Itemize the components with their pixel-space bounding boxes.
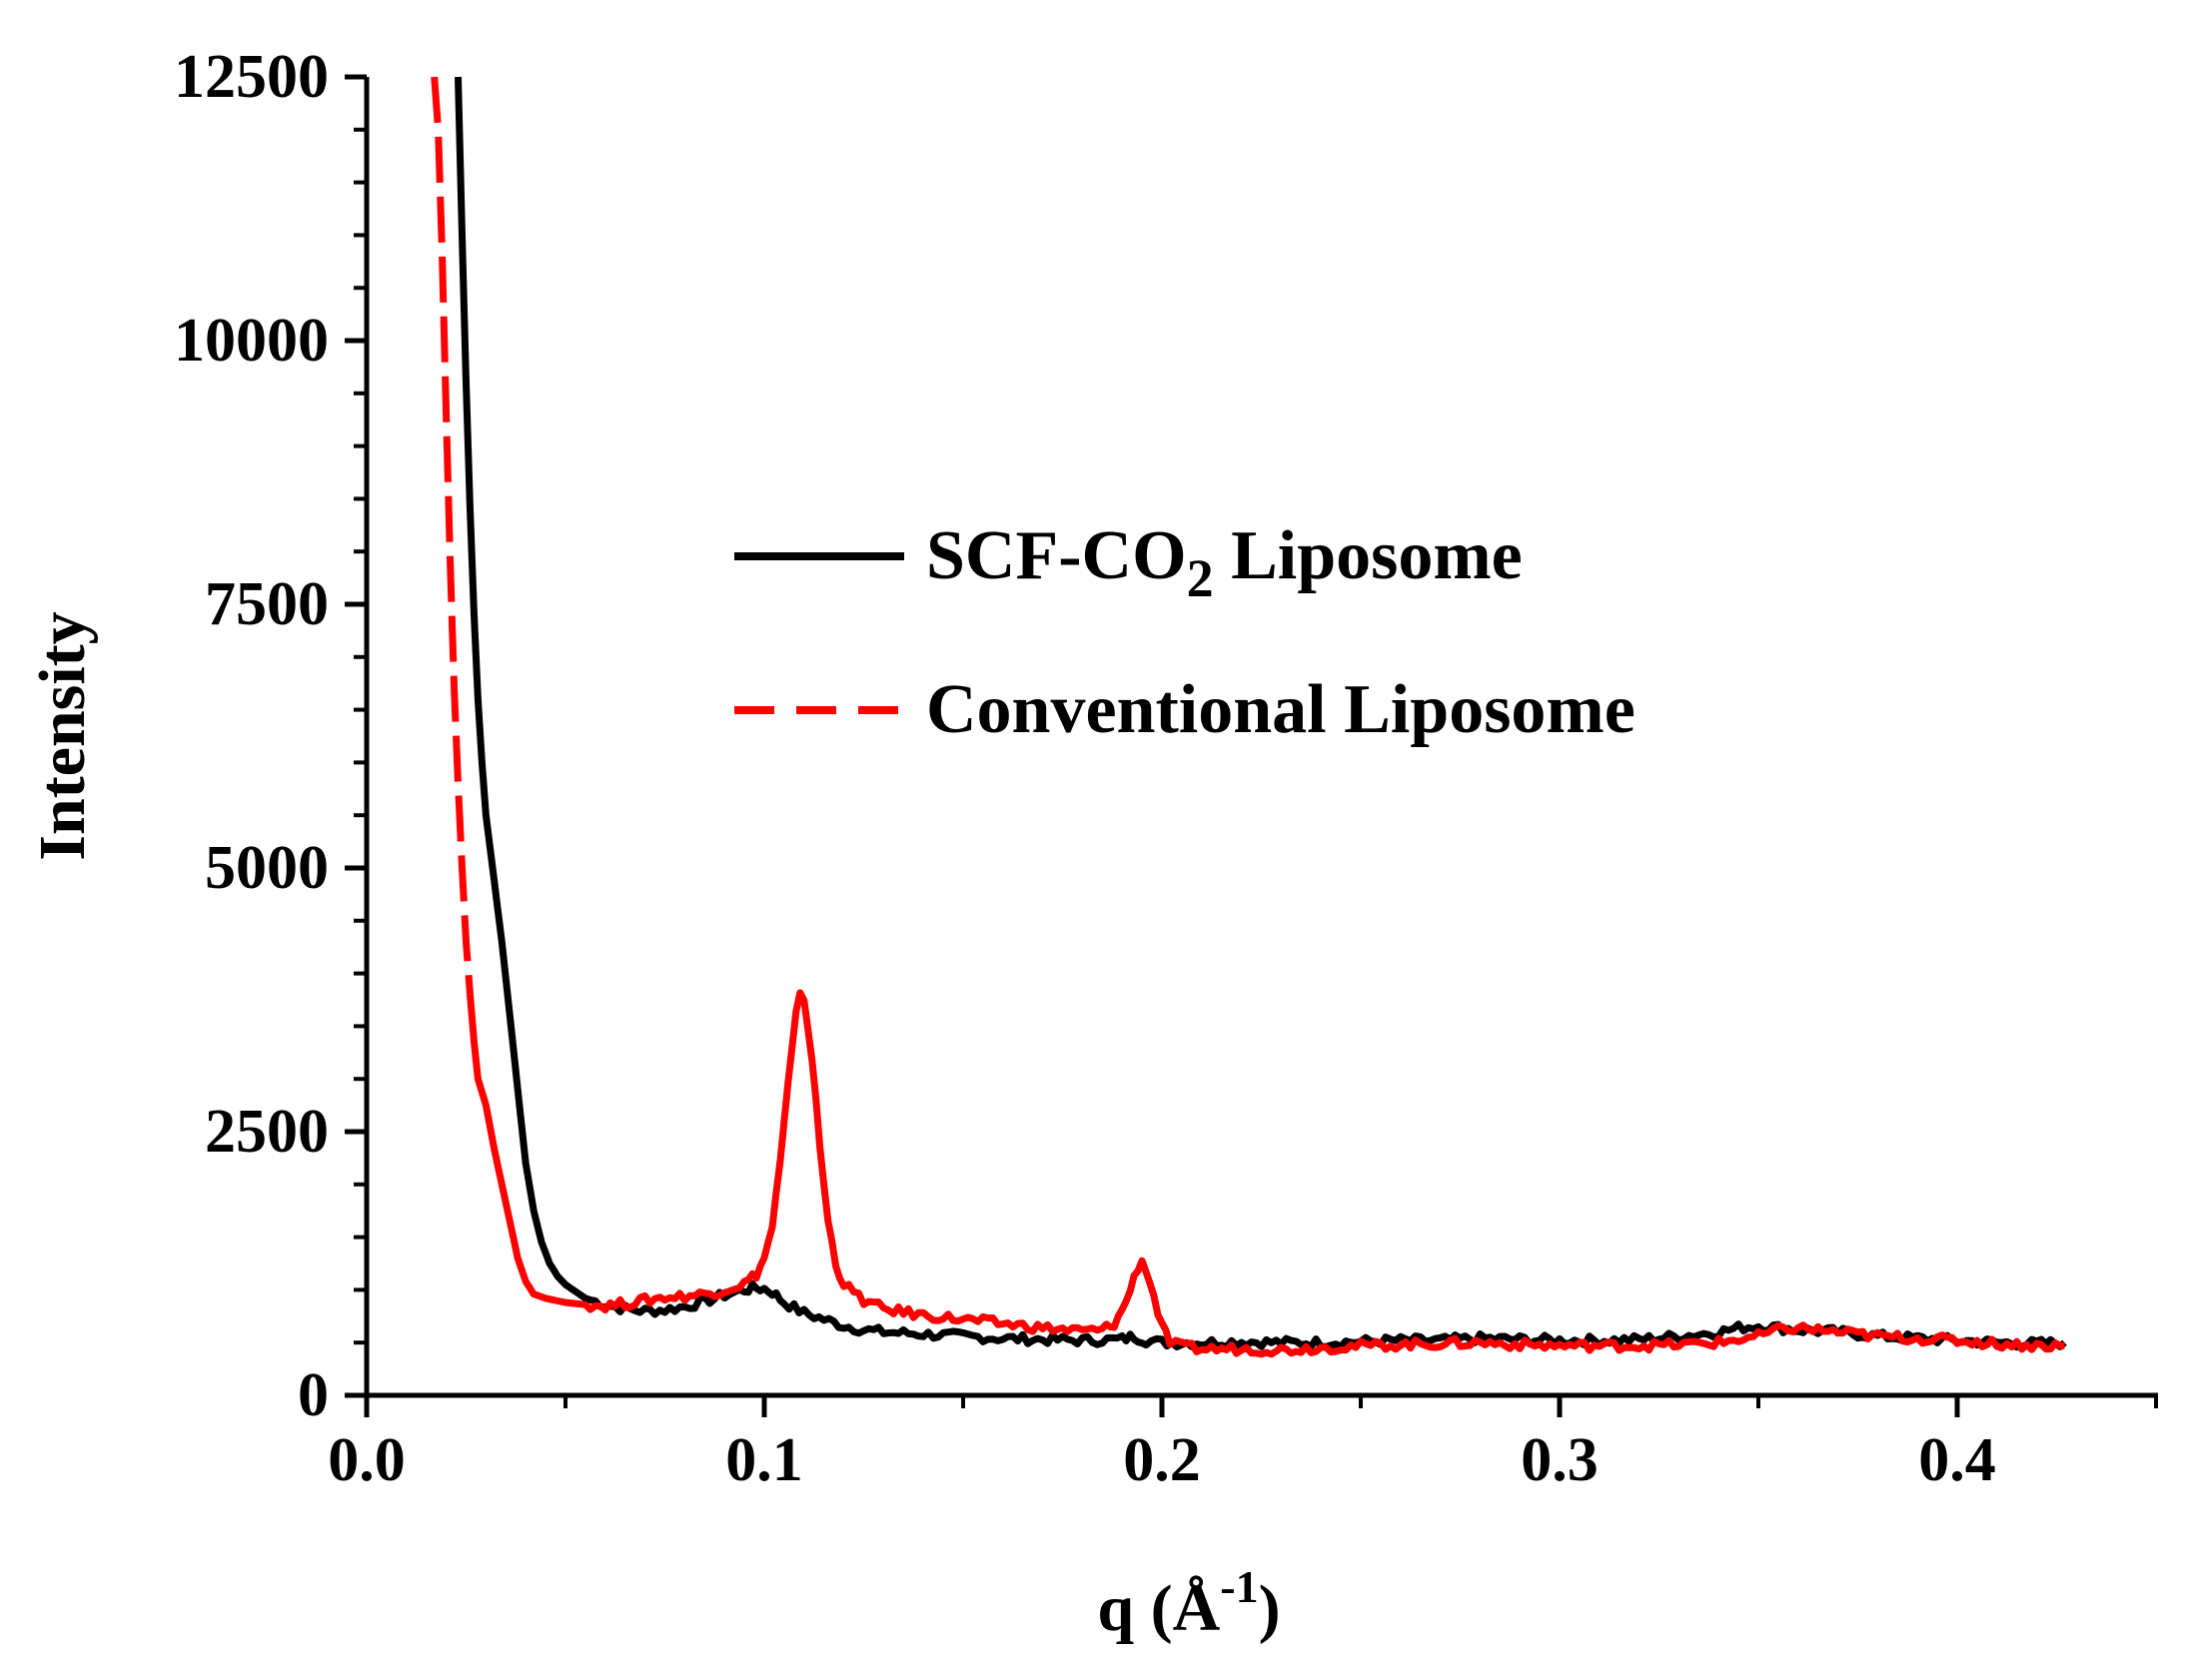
legend-label-scf-co2: SCF-CO2 Liposome <box>926 517 1523 608</box>
y-tick-label: 12500 <box>174 43 329 111</box>
y-tick-label: 2500 <box>205 1098 329 1166</box>
series-line-conventional <box>467 989 2065 1358</box>
y-axis-title: Intensity <box>26 611 99 860</box>
x-tick-label: 0.3 <box>1521 1426 1599 1494</box>
x-tick-label: 0.0 <box>328 1426 406 1494</box>
tick-group <box>345 74 2158 1417</box>
x-axis-title: q (Å-1) <box>1097 1561 1280 1645</box>
y-tick-label: 10000 <box>174 307 329 375</box>
y-tick-label: 5000 <box>205 834 329 902</box>
series-line-conventional-dashed <box>431 76 474 995</box>
tick-label-group: 0.0 0.1 0.2 0.3 0.4 0 2500 5000 7500 10000 12500 <box>174 43 1996 1494</box>
x-tick-label: 0.2 <box>1123 1426 1201 1494</box>
legend: SCF-CO2 Liposome Conventional Liposome <box>734 517 1636 748</box>
series-group <box>431 76 2067 1358</box>
x-tick-label: 0.4 <box>1918 1426 1996 1494</box>
y-tick-label: 0 <box>298 1361 329 1429</box>
x-tick-label: 0.1 <box>725 1426 803 1494</box>
y-tick-label: 7500 <box>205 570 329 638</box>
legend-label-conventional: Conventional Liposome <box>926 671 1636 748</box>
